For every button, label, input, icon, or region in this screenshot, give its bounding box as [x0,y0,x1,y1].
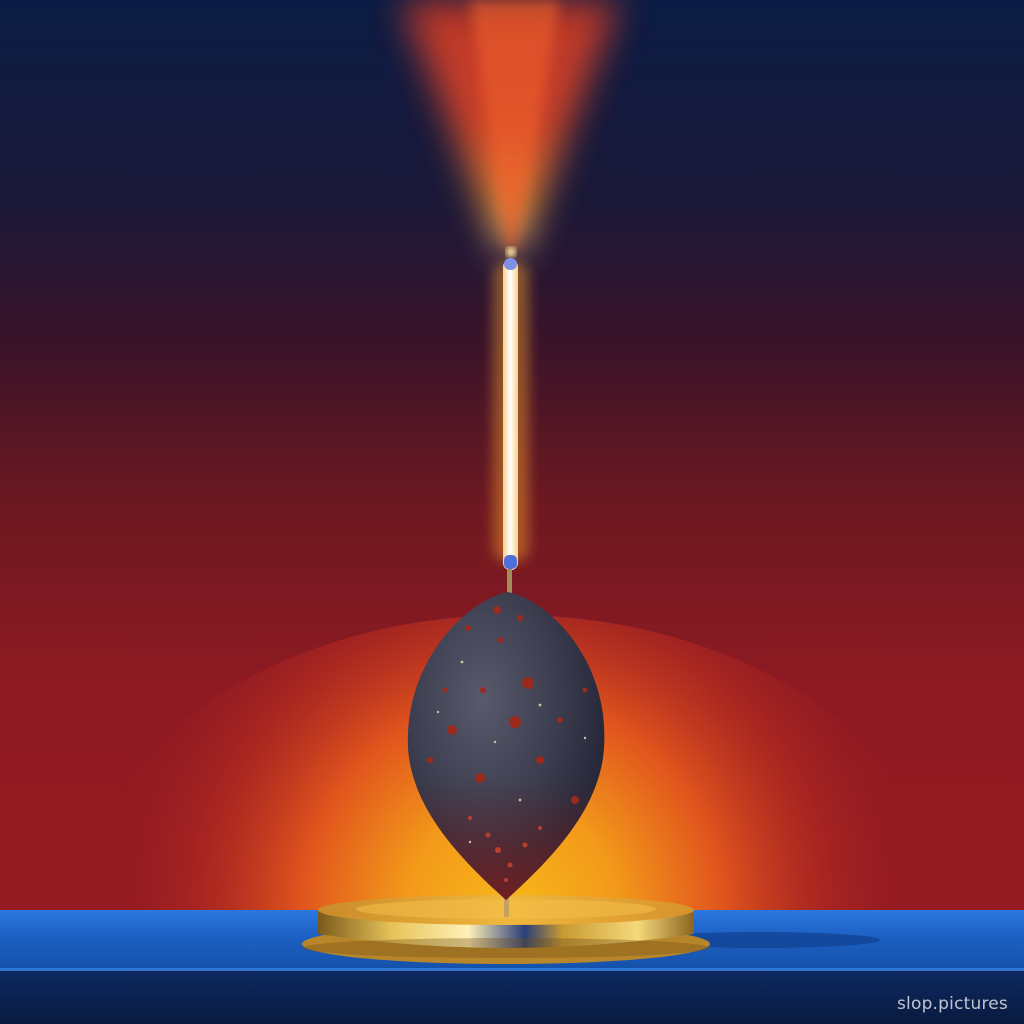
red-light-beam [400,0,620,250]
speckled-stone-egg [407,592,605,900]
watermark-text: slop.pictures [896,994,1008,1014]
gold-pedestal [302,895,710,964]
glowing-light-rod [493,247,529,595]
